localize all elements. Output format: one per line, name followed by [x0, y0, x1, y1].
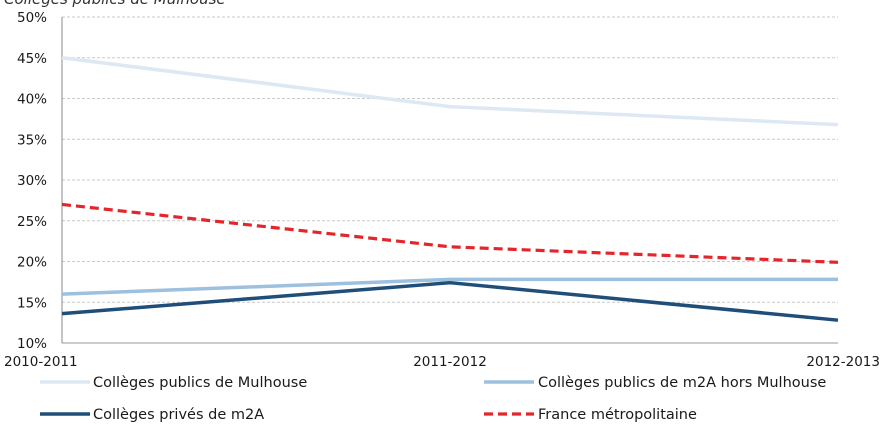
series-line-3 — [61, 280, 839, 322]
y-tick-label: 50% — [17, 10, 47, 26]
y-tick-label: 25% — [17, 214, 47, 230]
series-line-2 — [61, 277, 838, 296]
y-tick-label: 30% — [17, 173, 47, 189]
legend-label: Collèges publics de Mulhouse — [93, 375, 307, 391]
legend: Collèges publics de Mulhouse Collèges pub… — [40, 375, 826, 423]
grid-lines — [62, 16, 838, 344]
y-tick-label: 15% — [17, 295, 47, 311]
x-axis-ticks: 2010-2011 2011-2012 2012-2013 — [4, 354, 880, 370]
y-tick-label: 40% — [17, 92, 47, 108]
legend-label: Collèges privés de m2A — [93, 407, 264, 423]
x-tick-label: 2010-2011 — [4, 354, 78, 370]
y-tick-label: 10% — [17, 336, 47, 352]
y-tick-label: 45% — [17, 51, 47, 67]
x-tick-label: 2011-2012 — [413, 354, 487, 370]
series-line-4 — [61, 202, 839, 264]
legend-label: Collèges publics de m2A hors Mulhouse — [538, 375, 826, 391]
series-line-1 — [61, 56, 839, 127]
chart-title: Collèges publics de Mulhouse — [4, 0, 226, 8]
y-tick-label: 35% — [17, 132, 47, 148]
x-tick-label: 2012-2013 — [806, 354, 880, 370]
y-tick-label: 20% — [17, 255, 47, 271]
legend-label: France métropolitaine — [538, 407, 697, 423]
series-lines — [61, 56, 839, 322]
y-axis-ticks: 10% 15% 20% 25% 30% 35% 40% 45% 50% — [17, 10, 47, 352]
